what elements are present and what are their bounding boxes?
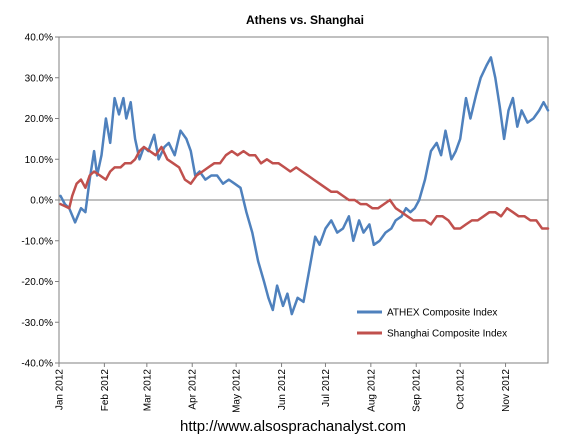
y-tick-label: 10.0% (25, 155, 53, 166)
x-tick-label: Mar 2012 (142, 369, 153, 412)
series-line-1 (59, 145, 550, 230)
x-tick-label: Jun 2012 (277, 369, 288, 411)
y-tick-label: 20.0% (25, 114, 53, 125)
x-tick-label: Feb 2012 (100, 369, 111, 412)
x-tick-label: May 2012 (232, 369, 243, 413)
x-tick-label: Jan 2012 (55, 369, 66, 411)
y-tick-label: -40.0% (21, 359, 53, 370)
y-tick-label: -10.0% (21, 236, 53, 247)
x-axis: Jan 2012 Feb 2012 Mar 2012 Apr 2012 May 2012… (55, 363, 512, 413)
x-tick-label: Oct 2012 (456, 369, 467, 410)
y-axis: 40.0% 30.0% 20.0% 10.0% 0.0% -10.0% -20.0% -30.… (21, 33, 59, 370)
legend: ATHEX Composite Index Shanghai Composite … (357, 308, 507, 340)
footer-url: http://www.alsosprachanalyst.com (180, 418, 406, 435)
y-tick-label: 0.0% (30, 196, 53, 207)
y-tick-label: 40.0% (25, 33, 53, 44)
x-tick-label: Nov 2012 (501, 369, 512, 412)
series-layer (59, 56, 550, 316)
chart-title: Athens vs. Shanghai (246, 13, 364, 27)
y-tick-label: 30.0% (25, 73, 53, 84)
series-line-0 (59, 56, 550, 316)
x-tick-label: Apr 2012 (188, 369, 199, 410)
y-tick-label: -30.0% (21, 318, 53, 329)
x-tick-label: Jul 2012 (321, 369, 332, 407)
y-tick-label: -20.0% (21, 277, 53, 288)
x-tick-label: Sep 2012 (412, 369, 423, 412)
x-tick-label: Aug 2012 (366, 369, 377, 412)
legend-label: ATHEX Composite Index (387, 308, 497, 319)
legend-label: Shanghai Composite Index (387, 329, 507, 340)
